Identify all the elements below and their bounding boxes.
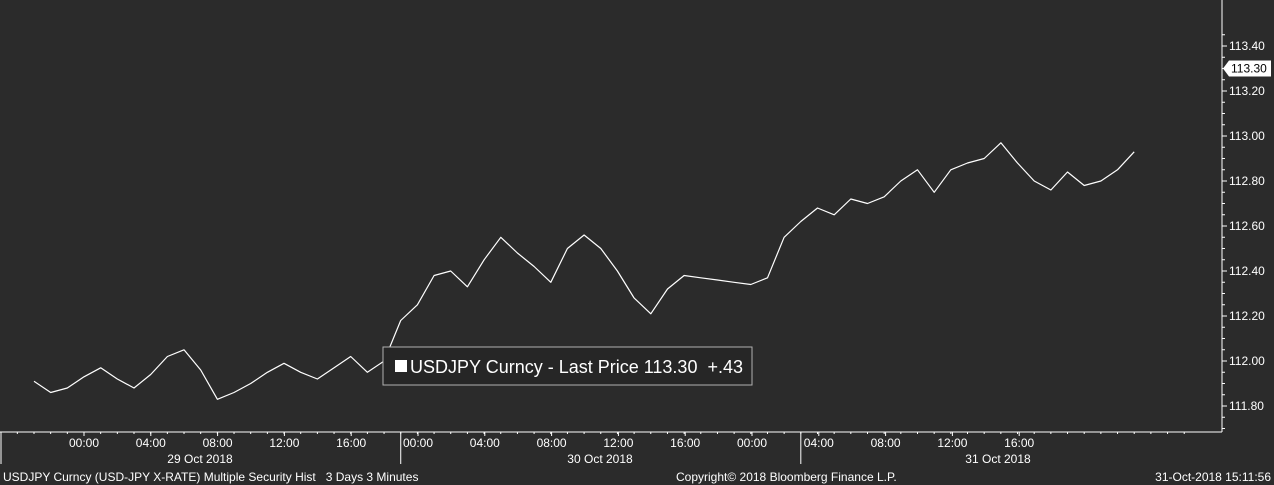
y-tick-label: 113.00 xyxy=(1229,129,1265,143)
legend-box: USDJPY Curncy - Last Price 113.30 +.43 xyxy=(382,346,753,386)
axis-layer: 111.80 112.00 112.20 112.40 112.60 112.80 113.… xyxy=(0,0,1271,466)
y-tick-label: 112.60 xyxy=(1229,219,1265,233)
footer-copyright: Copyright© 2018 Bloomberg Finance L.P. xyxy=(676,470,897,484)
x-tick-label: 08:00 xyxy=(203,436,233,450)
x-tick-label: 08:00 xyxy=(537,436,567,450)
x-tick-label: 08:00 xyxy=(871,436,901,450)
legend-change: +.43 xyxy=(707,357,743,377)
price-line xyxy=(33,142,1135,400)
legend-swatch xyxy=(395,360,407,372)
y-tick-label: 111.80 xyxy=(1229,399,1264,413)
y-tick-label: 113.20 xyxy=(1229,84,1265,98)
x-tick-label: 00:00 xyxy=(69,436,99,450)
x-tick-label: 12:00 xyxy=(603,436,633,450)
footer-timestamp: 31-Oct-2018 15:11:56 xyxy=(1155,470,1271,484)
y-tick-label: 113.40 xyxy=(1229,39,1265,53)
legend-frame xyxy=(382,346,753,386)
x-tick-label: 16:00 xyxy=(1004,436,1034,450)
legend-series-label: USDJPY Curncy - Last Price 113.30 xyxy=(410,357,697,377)
footer: USDJPY Curncy (USD-JPY X-RATE) Multiple … xyxy=(3,470,1271,484)
x-tick-label: 04:00 xyxy=(470,436,500,450)
x-tick-label: 04:00 xyxy=(804,436,834,450)
x-date-label: 31 Oct 2018 xyxy=(965,452,1031,466)
x-date-label: 29 Oct 2018 xyxy=(167,452,233,466)
footer-security-info: USDJPY Curncy (USD-JPY X-RATE) Multiple … xyxy=(3,470,418,484)
last-price-marker xyxy=(1223,60,1271,77)
y-tick-label: 112.40 xyxy=(1229,264,1265,278)
x-tick-label: 00:00 xyxy=(403,436,433,450)
x-tick-label: 12:00 xyxy=(937,436,967,450)
x-tick-label: 16:00 xyxy=(670,436,700,450)
series-layer xyxy=(33,142,1135,400)
x-tick-label: 12:00 xyxy=(269,436,299,450)
x-tick-label: 00:00 xyxy=(737,436,767,450)
x-date-label: 30 Oct 2018 xyxy=(567,452,633,466)
y-tick-label: 112.20 xyxy=(1229,309,1265,323)
last-price-label: 113.30 xyxy=(1231,62,1267,76)
x-tick-label: 04:00 xyxy=(136,436,166,450)
x-tick-label: 16:00 xyxy=(336,436,366,450)
y-tick-label: 112.80 xyxy=(1229,174,1265,188)
y-tick-label: 112.00 xyxy=(1229,354,1265,368)
